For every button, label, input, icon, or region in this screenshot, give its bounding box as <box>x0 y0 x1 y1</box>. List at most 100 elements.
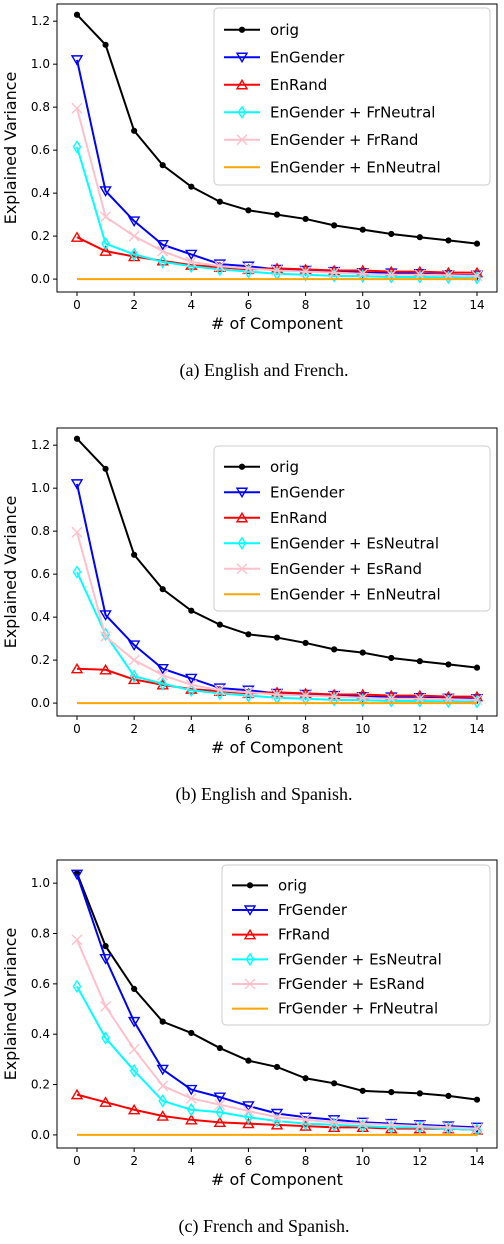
legend-label-orig: orig <box>270 21 299 39</box>
data-point-frrand <box>99 1096 112 1107</box>
data-point-orig <box>416 1090 423 1097</box>
caption-a: (a) English and French. <box>180 360 349 381</box>
y-axis-label: Explained Variance <box>1 496 20 649</box>
data-point-frgender-esrand <box>471 1123 483 1135</box>
data-point-orig <box>302 639 309 647</box>
y-tick-label: 1.0 <box>31 876 50 890</box>
caption-b: (b) English and Spanish. <box>176 784 353 805</box>
data-point-enrand <box>99 245 112 256</box>
y-tick-label: 0.0 <box>31 696 50 710</box>
data-point-engender-frrand <box>157 245 169 257</box>
x-tick-label: 14 <box>469 298 484 312</box>
data-point-engender-frneutral <box>101 236 110 251</box>
plot-frame <box>56 859 498 1149</box>
data-point-engender-esrand <box>300 690 312 702</box>
data-point-orig <box>273 211 281 218</box>
data-point-orig <box>445 1092 452 1099</box>
data-point-frgender-esneutral <box>186 1102 196 1117</box>
series-group <box>70 869 484 1137</box>
legend-label-engender-esneutral: EnGender + EsNeutral <box>270 534 439 552</box>
data-point-engender-esrand <box>71 526 83 538</box>
y-tick-label: 1.0 <box>31 57 50 71</box>
x-tick-label: 10 <box>355 1154 370 1168</box>
legend-label-engender-enneutral: EnGender + EnNeutral <box>270 158 441 176</box>
y-tick-label: 0.0 <box>31 1128 50 1142</box>
data-point-engender <box>99 186 112 197</box>
y-tick-label: 0.2 <box>31 653 50 667</box>
series-line-engender-frneutral <box>76 146 478 279</box>
data-point-frgender-esrand <box>214 1099 226 1111</box>
x-tick-label: 0 <box>73 1154 81 1168</box>
legend-box <box>213 7 491 186</box>
data-point-engender <box>156 664 169 675</box>
y-tick-label: 0.4 <box>31 1027 50 1041</box>
x-tick-label: 4 <box>187 298 195 312</box>
data-point-engender-esrand <box>242 686 254 698</box>
legend-marker-orig <box>238 463 246 470</box>
data-point-orig <box>159 586 166 593</box>
legend-marker-engender-esrand <box>236 563 248 575</box>
data-point-engender-esrand <box>271 689 283 701</box>
data-point-engender-esrand <box>157 669 169 681</box>
data-point-engender <box>185 249 198 261</box>
legend-label-frrand: FrRand <box>278 926 330 944</box>
data-point-engender-frrand <box>100 211 112 223</box>
data-point-orig <box>445 237 452 244</box>
legend-marker-engender <box>235 487 249 499</box>
chart-french-spanish: 0 2 4 6 8 10 12 14 0.0 0.2 0.4 0.6 0.8 1.0 # of Compon… <box>1 859 498 1189</box>
y-axis-label: Explained Variance <box>1 72 20 225</box>
data-point-frrand <box>127 1103 141 1115</box>
data-point-engender-esrand <box>357 692 369 704</box>
x-tick-label: 4 <box>187 1154 195 1168</box>
data-point-frgender-esneutral <box>72 979 82 994</box>
data-point-orig <box>245 207 252 214</box>
x-axis-label: # of Component <box>211 738 343 757</box>
data-point-engender-esneutral <box>158 676 168 691</box>
data-point-engender <box>70 55 84 66</box>
legend-marker-frgender <box>243 905 257 916</box>
data-point-engender-esneutral <box>129 669 139 684</box>
series-line-frgender <box>76 874 478 1129</box>
legend-label-engender-enneutral: EnGender + EnNeutral <box>270 585 441 603</box>
x-tick-label: 6 <box>245 1154 253 1168</box>
data-point-engender-frrand <box>71 102 83 114</box>
x-tick-label: 8 <box>302 1154 310 1168</box>
data-point-orig <box>331 1080 338 1087</box>
data-point-engender <box>385 268 398 279</box>
data-point-engender-frrand <box>214 260 226 272</box>
data-point-engender <box>156 240 169 251</box>
legend-marker-frgender-esneutral <box>245 952 255 967</box>
legend: orig EnGender EnRand EnGender + FrNeutral En… <box>213 7 491 186</box>
data-point-engender-esrand <box>100 630 112 642</box>
legend: orig EnGender EnRand EnGender + EsNeutral En… <box>213 445 491 612</box>
x-tick-label: 12 <box>412 722 427 736</box>
data-point-frgender-esneutral <box>101 1031 110 1045</box>
data-point-orig <box>331 222 338 229</box>
data-point-orig <box>216 621 223 628</box>
legend-label-frgender-frneutral: FrGender + FrNeutral <box>278 1000 438 1018</box>
legend-label-enrand: EnRand <box>270 76 327 94</box>
x-tick-label: 4 <box>187 722 195 736</box>
legend-label-orig: orig <box>278 876 307 894</box>
data-point-frgender-esrand <box>385 1119 397 1131</box>
x-tick-label: 2 <box>130 722 138 736</box>
data-point-enrand <box>70 662 84 674</box>
data-point-orig <box>188 1029 195 1037</box>
data-point-frrand <box>70 1088 84 1100</box>
legend-label-orig: orig <box>270 458 299 476</box>
x-tick-label: 10 <box>355 298 370 312</box>
data-point-engender <box>99 610 112 621</box>
chart-english-french: 0 2 4 6 8 10 12 14 0.0 0.2 0.4 0.6 0.8 1.0 1.2 # of Com… <box>1 3 498 333</box>
series-group <box>70 435 484 709</box>
legend-marker-orig <box>246 882 254 889</box>
data-point-orig <box>473 240 481 247</box>
caption-c: (c) French and Spanish. <box>179 1216 350 1237</box>
data-point-orig <box>359 226 366 233</box>
legend-label-engender: EnGender <box>270 48 345 66</box>
data-point-engender-esrand <box>328 691 340 703</box>
x-tick-label: 10 <box>355 722 370 736</box>
legend-marker-engender-esneutral <box>237 536 247 551</box>
legend-box <box>221 864 491 1026</box>
legend-label-engender-esrand: EnGender + EsRand <box>270 560 422 578</box>
data-point-orig <box>159 1018 166 1025</box>
